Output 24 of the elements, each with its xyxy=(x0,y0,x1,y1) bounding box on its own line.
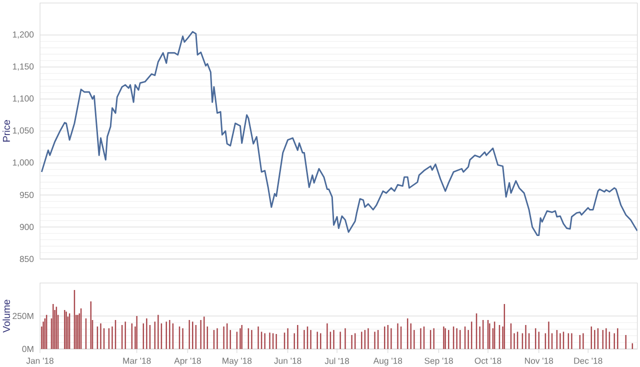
y-tick-label: 1,100 xyxy=(12,95,34,103)
x-tick-label: Apr '18 xyxy=(174,358,201,366)
x-tick-label: Nov '18 xyxy=(525,358,554,364)
y-tick-label: 850 xyxy=(20,256,34,262)
y-tick-label: 1,050 xyxy=(12,127,34,135)
y-axis-title: Price xyxy=(2,120,10,142)
y-axis-title: Volume xyxy=(2,300,10,333)
y-tick-label: 1,150 xyxy=(12,63,34,71)
y-tick-label: 1,000 xyxy=(12,159,34,167)
y-tick-label: 1,200 xyxy=(12,31,34,39)
y-tick-label: 0M xyxy=(22,346,34,352)
x-tick-label: Sep '18 xyxy=(424,358,453,366)
y-tick-label: 900 xyxy=(20,224,34,230)
line-series xyxy=(40,31,638,236)
x-tick-label: Aug '18 xyxy=(373,358,402,366)
x-tick-label: Jun '18 xyxy=(274,358,302,364)
y-tick-label: 250M xyxy=(12,312,34,320)
x-tick-label: Jan '18 xyxy=(26,358,54,364)
y-tick-label: 950 xyxy=(20,192,34,198)
x-tick-label: May '18 xyxy=(222,358,252,366)
x-tick-label: Jul '18 xyxy=(324,358,350,364)
x-tick-label: Mar '18 xyxy=(123,358,151,364)
x-tick-label: Oct '18 xyxy=(474,358,502,364)
x-tick-label: Dec '18 xyxy=(574,358,602,364)
